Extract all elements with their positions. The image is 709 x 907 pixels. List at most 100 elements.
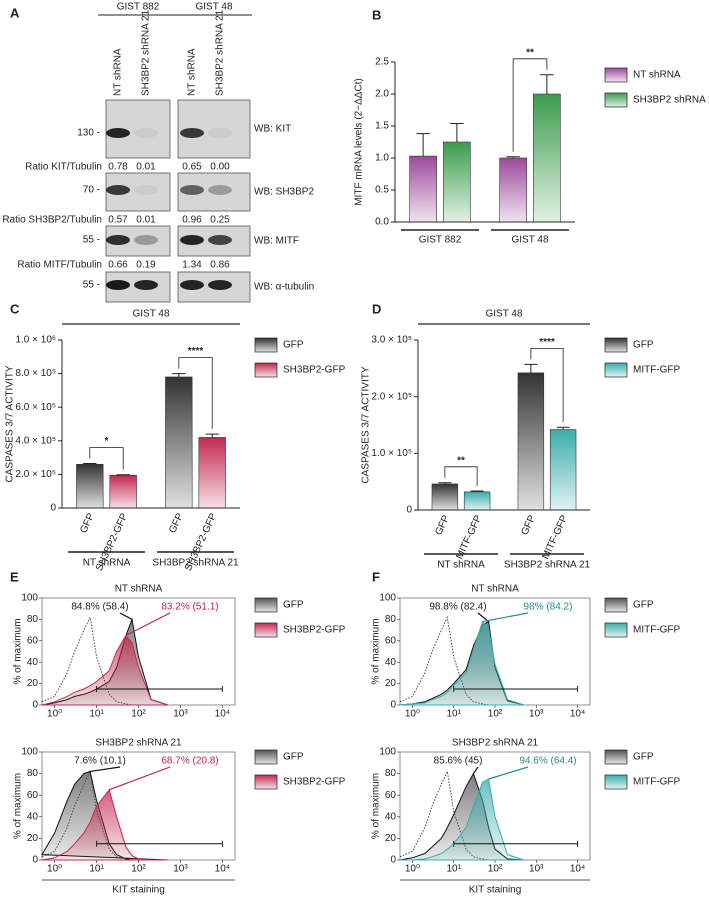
ratio-value: 0.19 [136,260,156,271]
ratio-value: 0.57 [108,215,128,226]
x-tick-label: 10² [131,864,146,875]
bar [463,491,491,511]
ratio-value: 0.65 [182,162,202,173]
y-tick-label: 80 [385,768,397,779]
ratio-value: 0.66 [108,260,128,271]
error-bar [524,363,538,373]
bar-label: GFP [433,513,452,537]
error-bar [438,482,452,484]
annotation-arrow [488,766,529,780]
panel-label: B [372,7,381,22]
x-tick-label: 10⁰ [405,709,420,720]
panel-label: D [372,301,381,316]
y-tick-label: 100 [21,593,38,604]
blot-band [208,128,232,138]
annotation: 84.8% (58.4) [71,602,128,613]
x-tick-label: 10⁰ [405,864,420,875]
y-tick-label: 80 [385,614,397,625]
y-tick-label: 2.0 × 10⁵ [15,469,56,480]
x-tick-label: 10⁴ [215,864,230,875]
y-tick-label: 80 [27,768,39,779]
y-axis-label: % of maximum [13,773,24,839]
lane-label: NT shRNA [113,48,124,96]
y-tick-label: 100 [21,747,38,758]
legend-swatch [254,597,278,613]
x-tick-label: 10² [488,864,503,875]
legend-label: MITF-GFP [633,625,681,636]
mw-marker: 55 - [83,235,100,246]
ratio-value: 0.00 [210,162,230,173]
blot-band [106,280,130,290]
y-tick-label: 40 [27,811,39,822]
category-label: GIST 48 [511,235,548,246]
x-axis-label: KIT staining [112,885,165,896]
x-tick-label: 10⁰ [47,864,62,875]
histogram-area [400,778,525,861]
blot-band [208,280,232,290]
chart-title: GIST 48 [132,309,169,320]
ratio-value: 0.25 [210,215,230,226]
legend-swatch [254,774,278,790]
legend-label: SH3BP2-GFP [283,625,346,636]
legend-swatch [254,749,278,765]
y-tick-label: 4.0 × 10⁵ [15,435,56,446]
y-axis-label: % of maximum [13,618,24,684]
y-tick-label: 20 [385,678,397,689]
annotation-arrow [89,766,121,773]
legend-label: MITF-GFP [633,777,681,788]
error-bar [172,373,186,377]
legend-label: GFP [283,600,304,611]
legend-swatch [604,749,628,765]
y-tick-label: 6.0 × 10⁵ [15,402,56,413]
y-tick-label: 20 [385,833,397,844]
annotation-arrow [472,766,479,774]
y-tick-label: 0.0 [375,217,389,228]
annotation-arrow [482,612,529,623]
bar-label: GFP [519,513,538,537]
y-tick-label: 0 [390,700,396,711]
annotation: 94.6% (64.4) [519,756,576,767]
legend-swatch [254,362,278,378]
y-axis-label: % of maximum [371,618,382,684]
error-bar [416,133,430,157]
y-tick-label: 60 [27,790,39,801]
annotation: 68.7% (20.8) [161,756,218,767]
group-label: SH3BP2 shRNA 21 [504,560,591,571]
y-tick-label: 40 [385,811,397,822]
legend-label: GFP [633,340,654,351]
histogram-area [399,620,525,706]
blot-band [180,235,204,245]
chart-title: GIST 48 [485,309,522,320]
bar [198,437,226,509]
y-axis-label: CASPASES 3/7 ACTIVITY [5,365,16,482]
mw-marker: 130 - [77,128,100,139]
blot-band [134,185,158,195]
y-tick-label: 8.0 × 10⁵ [15,368,56,379]
ratio-label: Ratio MITF/Tubulin [17,260,102,271]
error-bar [83,462,97,465]
significance-label: **** [188,346,204,357]
significance-label: ** [526,47,534,58]
chart-title: SH3BP2 shRNA 21 [452,738,539,749]
y-tick-label: 1.0 × 10⁵ [371,448,412,459]
error-bar [116,474,130,476]
x-tick-label: 10¹ [446,864,461,875]
blot-band [134,280,158,290]
ratio-value: 0.86 [210,260,230,271]
mw-marker: 55 - [83,280,100,291]
y-tick-label: 100 [379,747,396,758]
legend-swatch [604,597,628,613]
bar-label: GFP [78,511,97,535]
x-tick-label: 10² [488,709,503,720]
error-bar [556,426,570,430]
y-tick-label: 60 [385,635,397,646]
bar [165,376,193,509]
legend-label: SH3BP2-GFP [283,777,346,788]
x-tick-label: 10⁰ [47,709,62,720]
significance-bracket [89,447,124,470]
legend-swatch [604,362,628,378]
bar [517,372,545,511]
y-tick-label: 1.0 [375,153,389,164]
y-tick-label: 2.0 × 10⁵ [371,391,412,402]
